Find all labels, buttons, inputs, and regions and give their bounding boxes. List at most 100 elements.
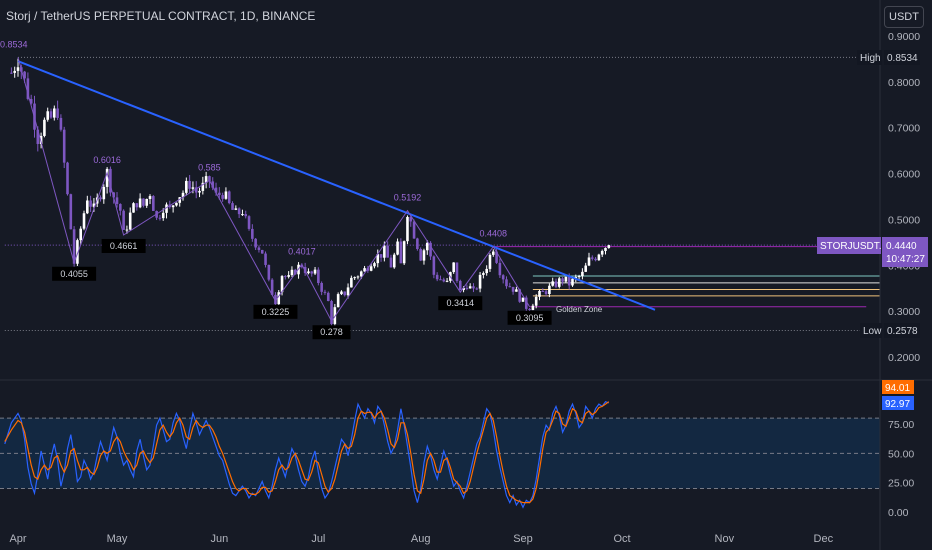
pivot-high-label: 0.4408 (480, 229, 508, 239)
candle-body (498, 262, 502, 276)
candle-body (581, 271, 584, 277)
candle-body (366, 268, 370, 271)
candle-body (280, 276, 284, 293)
candle-body (336, 294, 340, 308)
candle-body (53, 108, 56, 118)
rsi-axis[interactable]: 75.00 50.00 25.00 0.00 (888, 419, 914, 519)
candle-body (79, 228, 83, 241)
candle-body (204, 176, 208, 183)
candle-body (396, 241, 399, 255)
candle-body (597, 254, 601, 261)
high-label: High (860, 53, 881, 64)
candle-body (389, 257, 393, 268)
candle-body (557, 278, 561, 287)
price-tick-label: 0.6000 (888, 169, 920, 181)
candle-body (307, 271, 310, 274)
candle-body (429, 242, 432, 257)
price-tick-label: 0.5000 (888, 214, 920, 226)
candle-body (363, 268, 366, 272)
candle-body (353, 277, 356, 279)
pivot-low-label: 0.4055 (60, 269, 88, 279)
candle-body (287, 275, 290, 277)
rsi-signal-tag (882, 380, 914, 394)
price-axis[interactable]: 0.90000.80000.70000.60000.50000.40000.30… (888, 31, 920, 364)
symbol-label: STORJUSDT.P (820, 241, 888, 252)
candle-body (260, 249, 264, 254)
time-tick-label: Nov (715, 533, 735, 545)
candle-body (158, 217, 162, 219)
candle-body (201, 182, 205, 191)
time-tick-label: May (107, 533, 128, 545)
pivot-low-box (312, 325, 351, 340)
candle-body (178, 197, 182, 203)
candle-body (594, 258, 597, 261)
candle-body (607, 245, 611, 248)
low-label-group: Low 0.2578 (860, 323, 920, 338)
candle-body (257, 247, 261, 250)
candle-body (515, 289, 518, 292)
candle-body (221, 195, 224, 199)
candle-body (521, 297, 525, 302)
price-pane[interactable]: Golden Zone 0.8534 0.4055 0.6016 0.4661 0.585… (0, 39, 880, 340)
candle-body (161, 212, 165, 219)
pivot-high-label: 0.585 (198, 162, 221, 172)
candle-body (36, 129, 40, 144)
zigzag-line (17, 57, 531, 323)
candle-body (23, 71, 26, 79)
candle-body (313, 269, 317, 274)
candle-body (86, 200, 89, 214)
candle-body (115, 197, 119, 205)
symbol-tag (817, 237, 881, 254)
candle-body (171, 205, 175, 208)
rsi-pane[interactable] (0, 400, 880, 509)
pivot-high-label: 0.4017 (288, 247, 316, 257)
candle-body (495, 251, 498, 263)
candle-body (402, 241, 406, 264)
candle-body (198, 190, 201, 193)
rsi-value: 92.97 (885, 399, 910, 410)
candle-body (320, 282, 323, 292)
candle-body (541, 290, 545, 292)
trendline[interactable] (17, 60, 656, 311)
candle-body (16, 67, 20, 71)
rsi-tick-label: 25.00 (888, 478, 914, 490)
candle-body (317, 269, 320, 283)
candle-body (604, 247, 607, 251)
candle-body (445, 280, 449, 282)
candle-body (406, 216, 409, 242)
candle-body (82, 213, 86, 229)
pivot-low-label: 0.3225 (262, 307, 290, 317)
rsi-line (4, 400, 610, 509)
currency-button[interactable]: USDT (884, 6, 924, 28)
time-axis[interactable]: Apr May Jun Jul Aug Sep Oct Nov Dec (9, 533, 833, 545)
candle-body (46, 111, 50, 120)
candle-body (241, 214, 244, 216)
time-tick-label: Sep (513, 533, 533, 545)
candle-body (528, 308, 531, 311)
rsi-tick-label: 50.00 (888, 448, 914, 460)
candle-body (571, 278, 574, 286)
candle-body (584, 265, 587, 272)
candle-body (185, 180, 188, 193)
candle-body (138, 198, 142, 208)
candle-body (59, 117, 63, 130)
candle-body (501, 275, 505, 280)
candle-body (264, 253, 267, 265)
candle-body (254, 238, 257, 248)
last-price-group: STORJUSDT.P 0.4440 10:47:27 (817, 237, 928, 267)
candle-body (425, 242, 429, 251)
time-tick-label: Oct (613, 533, 630, 545)
candle-body (511, 286, 515, 292)
candle-body (244, 214, 248, 217)
candle-body (135, 203, 139, 208)
candle-body (376, 254, 380, 264)
last-price: 0.4440 (886, 241, 917, 252)
pivot-low-label: 0.3414 (447, 298, 475, 308)
candle-body (465, 287, 469, 289)
candle-body (409, 216, 413, 222)
candle-body (472, 286, 475, 289)
candle-body (432, 256, 436, 275)
candle-body (544, 291, 548, 295)
pivot-low-box (507, 310, 552, 325)
